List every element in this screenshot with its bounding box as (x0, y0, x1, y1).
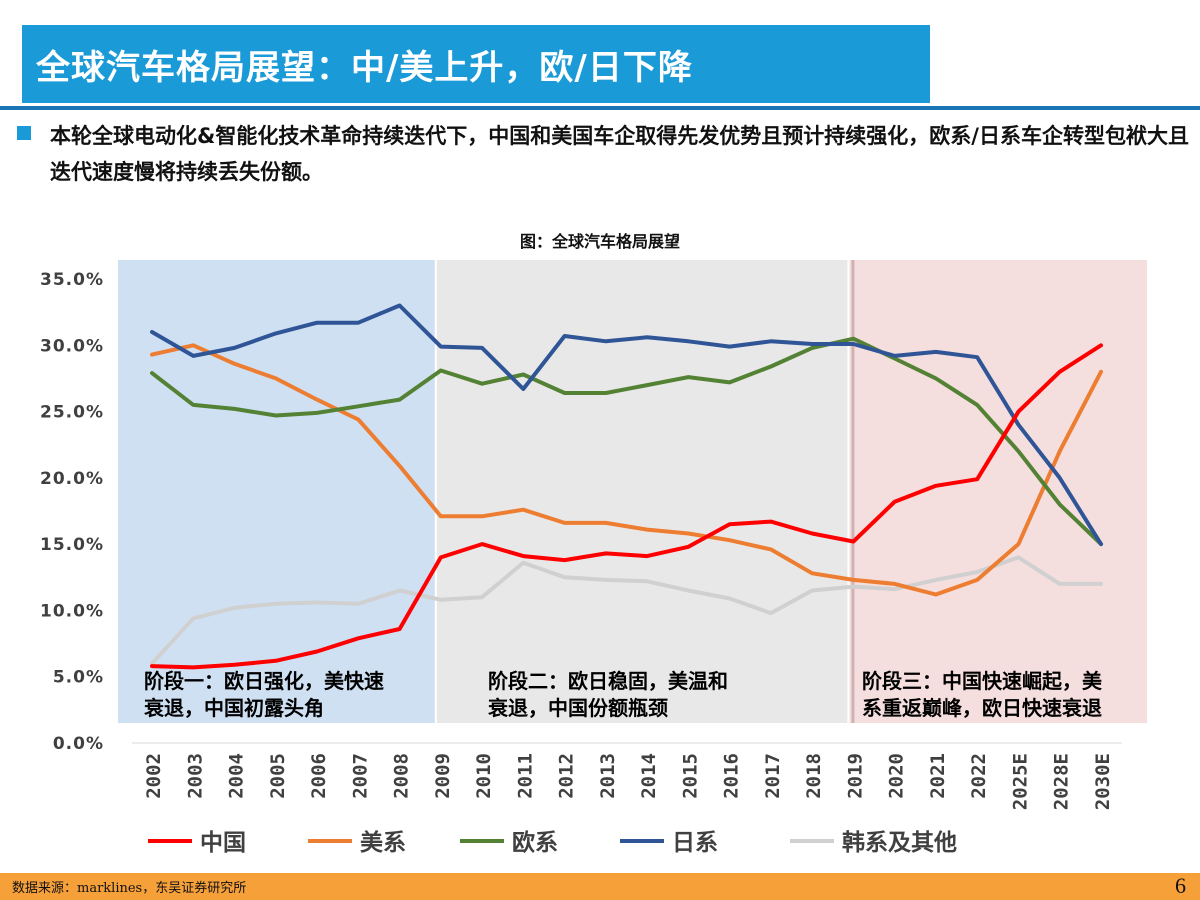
x-tick-label: 2021 (927, 753, 949, 799)
phase-label: 衰退，中国初露头角 (143, 696, 324, 720)
legend-label: 日系 (672, 830, 718, 856)
legend-label: 韩系及其他 (842, 829, 957, 856)
x-tick-label: 2028E (1051, 753, 1073, 810)
x-tick-label: 2013 (597, 753, 619, 799)
phase-label: 阶段二：欧日稳固，美温和 (488, 669, 728, 693)
x-tick-label: 2022 (968, 753, 990, 799)
legend-label: 欧系 (512, 830, 558, 856)
legend-label: 美系 (360, 829, 406, 856)
series-line (150, 303, 1103, 547)
x-tick-label: 2014 (638, 753, 660, 799)
x-tick-label: 2012 (556, 753, 578, 799)
series-line (150, 343, 1103, 597)
phase-label: 系重返巅峰，欧日快速衰退 (862, 696, 1102, 720)
phase-label: 阶段三：中国快速崛起，美 (862, 669, 1103, 693)
legend-label: 中国 (200, 830, 246, 856)
y-tick-label: 35.0% (40, 270, 104, 290)
x-tick-label: 2002 (143, 753, 165, 799)
phase-label: 衰退，中国份额瓶颈 (487, 696, 668, 720)
chart-title: 图：全球汽车格局展望 (519, 232, 680, 251)
bullet-icon (17, 126, 31, 140)
x-tick-label: 2009 (432, 753, 454, 799)
x-tick-label: 2019 (844, 753, 866, 799)
phase-band (436, 260, 848, 723)
y-tick-label: 20.0% (40, 469, 104, 489)
phase-band (849, 260, 1147, 723)
page-number: 6 (1175, 873, 1186, 898)
x-tick-label: 2008 (391, 753, 413, 799)
series-line (150, 343, 1103, 670)
x-tick-label: 2010 (473, 753, 495, 799)
x-tick-label: 2006 (308, 753, 330, 799)
data-source: 数据来源：marklines，东吴证券研究所 (12, 881, 247, 896)
title-divider (0, 106, 1200, 110)
x-tick-label: 2016 (721, 753, 743, 799)
bullet-text: 本轮全球电动化&智能化技术革命持续迭代下，中国和美国车企取得先发优势且预计持续强… (50, 124, 1189, 184)
page-title: 全球汽车格局展望：中/美上升，欧/日下降 (36, 47, 693, 88)
series-line (150, 555, 1103, 666)
y-tick-label: 0.0% (53, 734, 104, 754)
x-tick-label: 2017 (762, 753, 784, 799)
x-tick-label: 2015 (679, 753, 701, 799)
x-tick-label: 2004 (226, 753, 248, 799)
x-tick-label: 2020 (886, 753, 908, 799)
footer-bar: 数据来源：marklines，东吴证券研究所 6 (0, 873, 1200, 900)
y-tick-label: 25.0% (40, 403, 104, 423)
x-tick-label: 2011 (514, 753, 536, 799)
y-tick-label: 30.0% (40, 336, 104, 356)
title-banner: 全球汽车格局展望：中/美上升，欧/日下降 (22, 25, 930, 103)
y-tick-label: 10.0% (40, 601, 104, 621)
phase-label: 阶段一：欧日强化，美快速 (144, 669, 384, 693)
x-tick-label: 2030E (1092, 753, 1114, 810)
y-tick-label: 15.0% (40, 535, 104, 555)
phase-separator (851, 260, 855, 723)
x-tick-label: 2018 (803, 753, 825, 799)
x-tick-label: 2003 (184, 753, 206, 799)
x-tick-label: 2005 (267, 753, 289, 799)
market-share-chart: 0.0% 5.0% 10.0% 15.0% 20.0% 25.0% 30.0% 35.0% 20… (40, 260, 1147, 856)
series-line (150, 336, 1103, 547)
x-tick-label: 2025E (1009, 753, 1031, 810)
x-tick-label: 2007 (349, 753, 371, 799)
y-tick-label: 5.0% (53, 668, 104, 688)
phase-band (118, 260, 435, 723)
